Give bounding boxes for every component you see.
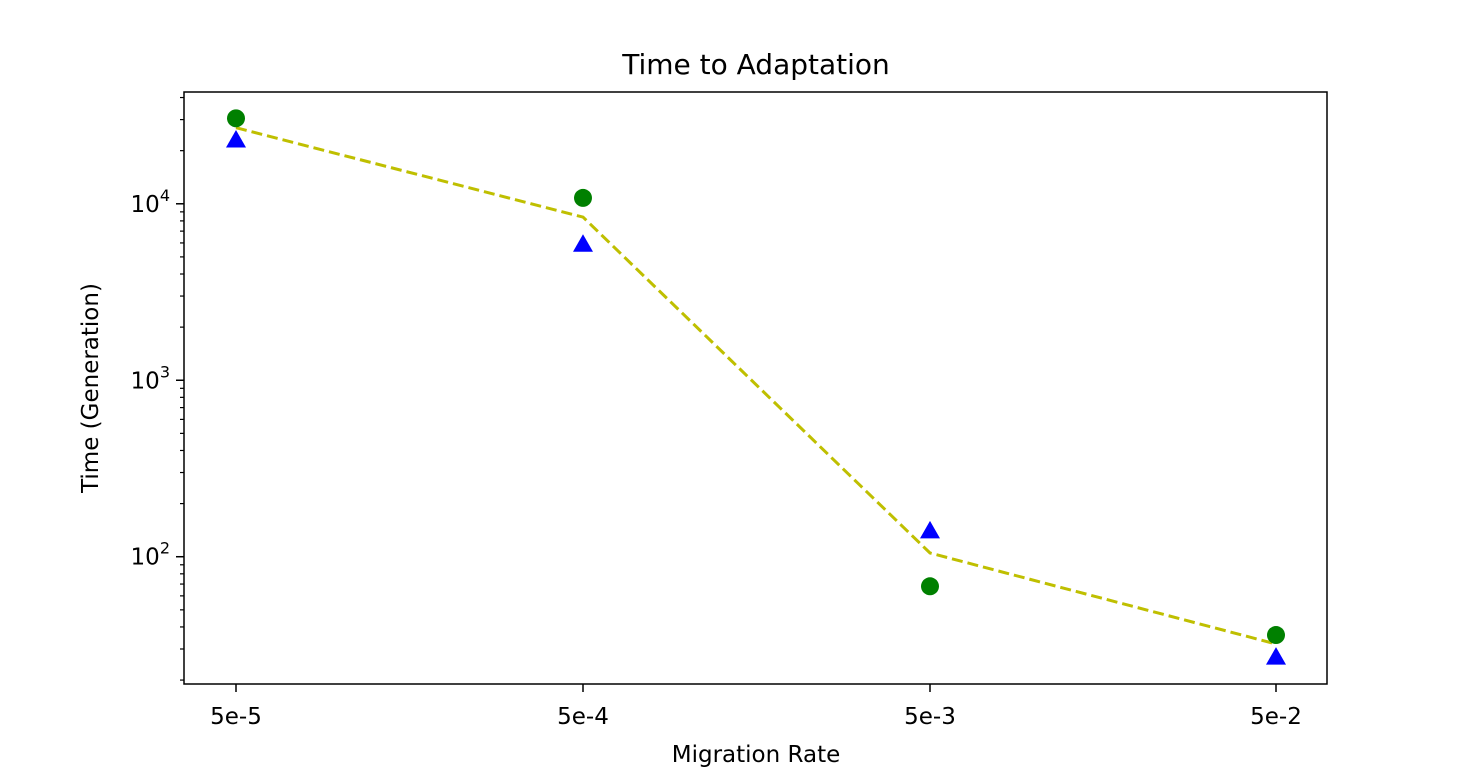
x-tick-label: 5e-5 [210,704,262,730]
x-axis-label: Migration Rate [672,742,841,768]
y-tick-base: 10 [131,368,160,394]
y-tick-exponent: 4 [160,186,170,205]
x-tick-label: 5e-3 [904,704,956,730]
y-tick-label: 103 [131,362,170,394]
data-point-circle [574,188,592,207]
data-point-triangle [226,129,246,148]
data-point-triangle [1266,647,1286,665]
data-point-triangle [920,520,940,539]
series-layer [226,109,1286,665]
data-point-circle [921,577,939,596]
x-tick-label: 5e-4 [557,704,609,730]
data-point-circle [1267,626,1285,645]
y-tick-exponent: 2 [160,539,170,558]
series-line [235,126,1277,646]
y-tick-base: 10 [131,545,160,571]
data-point-triangle [573,234,593,252]
y-tick-exponent: 3 [160,362,170,381]
x-axis: 5e-5 5e-4 5e-3 5e-2 [210,684,1302,730]
y-axis-label: Time (Generation) [78,283,104,494]
y-tick-label: 104 [131,186,170,218]
plot-area [183,91,1328,685]
y-tick-label: 102 [131,539,170,571]
chart-title: Time to Adaptation [621,48,890,81]
x-tick-label: 5e-2 [1250,704,1302,730]
data-point-circle [227,109,245,128]
y-tick-base: 10 [131,192,160,218]
